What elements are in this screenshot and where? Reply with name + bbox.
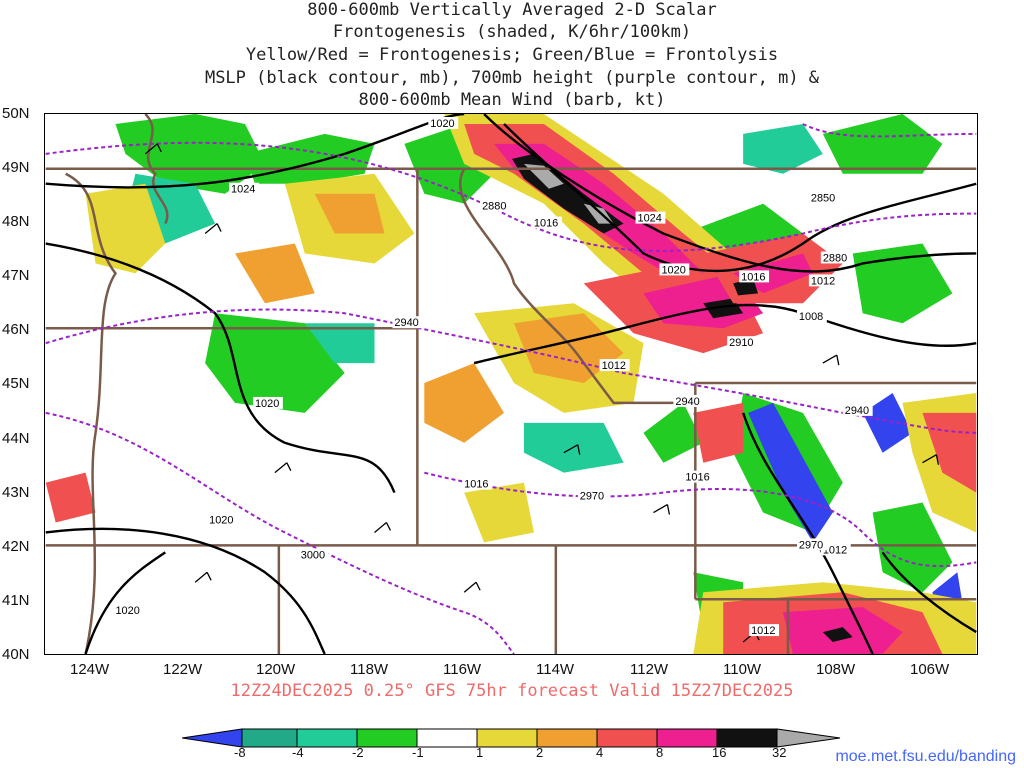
lat-label: 43N — [2, 484, 30, 501]
mslp-label: 1024 — [231, 184, 255, 196]
height-label: 2880 — [482, 201, 506, 213]
title-line-2: Frontogenesis (shaded, K/6hr/100km) — [332, 22, 692, 42]
lon-label: 106W — [910, 661, 950, 678]
lon-label: 114W — [536, 661, 575, 678]
height-label: 2970 — [799, 539, 823, 551]
mslp-label: 1020 — [209, 514, 233, 526]
height-label: 2940 — [394, 317, 418, 329]
colorbar-tick: -8 — [234, 745, 246, 760]
lon-label: 110W — [723, 661, 762, 678]
mslp-label: 1016 — [464, 479, 488, 491]
mslp-label: 1012 — [751, 625, 775, 637]
colorbar-tick: -2 — [352, 745, 364, 760]
mslp-label: 1012 — [823, 544, 847, 556]
height-label: 2940 — [845, 405, 869, 417]
mslp-label: 1024 — [638, 213, 662, 225]
lon-label: 108W — [816, 661, 856, 678]
colorbar-tick: 2 — [536, 745, 544, 760]
lon-label: 118W — [350, 661, 389, 678]
colorbar-tick: 8 — [656, 745, 664, 760]
mslp-label: 1016 — [741, 271, 765, 283]
colorbar-tick: -1 — [412, 745, 424, 760]
lat-label: 48N — [2, 213, 30, 230]
mslp-label: 1020 — [430, 118, 454, 130]
lat-label: 50N — [2, 105, 30, 122]
mslp-label: 1020 — [661, 264, 685, 276]
mslp-label: 1020 — [115, 605, 139, 617]
lon-label: 120W — [256, 661, 296, 678]
credit-link[interactable]: moe.met.fsu.edu/banding — [835, 748, 1016, 765]
lon-label: 122W — [163, 661, 203, 678]
lon-label: 124W — [70, 661, 110, 678]
height-label: 2970 — [580, 491, 604, 503]
colorbar-tick: 16 — [712, 745, 727, 760]
colorbar — [182, 728, 841, 748]
height-label: 2850 — [811, 193, 835, 205]
title-line-1: 800-600mb Vertically Averaged 2-D Scalar — [307, 0, 717, 20]
lat-label: 49N — [2, 159, 30, 176]
lat-label: 47N — [2, 267, 30, 284]
title-line-4: MSLP (black contour, mb), 700mb height (… — [204, 68, 820, 88]
height-label: 2880 — [823, 252, 847, 264]
state-borders — [45, 114, 977, 654]
height-label: 2940 — [675, 396, 699, 408]
height-label: 2910 — [729, 337, 753, 349]
lon-label: 116W — [443, 661, 482, 678]
lat-label: 45N — [2, 375, 30, 392]
title-line-3: Yellow/Red = Frontogenesis; Green/Blue =… — [245, 45, 779, 65]
lon-label: 112W — [630, 661, 669, 678]
lat-label: 41N — [2, 592, 30, 609]
lat-label: 46N — [2, 321, 30, 338]
colorbar-tick: 1 — [476, 745, 484, 760]
colorbar-tick: 32 — [772, 745, 787, 760]
forecast-valid-time: 12Z24DEC2025 0.25° GFS 75hr forecast Val… — [230, 681, 794, 701]
mslp-label: 1020 — [255, 398, 279, 410]
mslp-label: 1016 — [685, 472, 709, 484]
mslp-contours — [45, 114, 977, 654]
colorbar-tick: -4 — [292, 745, 304, 760]
colorbar-tick: 4 — [596, 745, 604, 760]
wind-barbs — [144, 143, 940, 643]
title-line-5: 800-600mb Mean Wind (barb, kt) — [358, 90, 666, 110]
lat-label: 42N — [2, 538, 30, 555]
mslp-label: 1016 — [534, 218, 558, 230]
mslp-label: 1008 — [799, 311, 823, 323]
mslp-label: 1012 — [811, 275, 835, 287]
lat-label: 44N — [2, 430, 30, 447]
lat-label: 40N — [2, 646, 30, 663]
frontogenesis-map: 1020 1024 1016 1024 1020 1016 1012 1008 … — [44, 113, 978, 655]
mslp-label: 1012 — [602, 360, 626, 372]
height-label: 3000 — [301, 549, 325, 561]
